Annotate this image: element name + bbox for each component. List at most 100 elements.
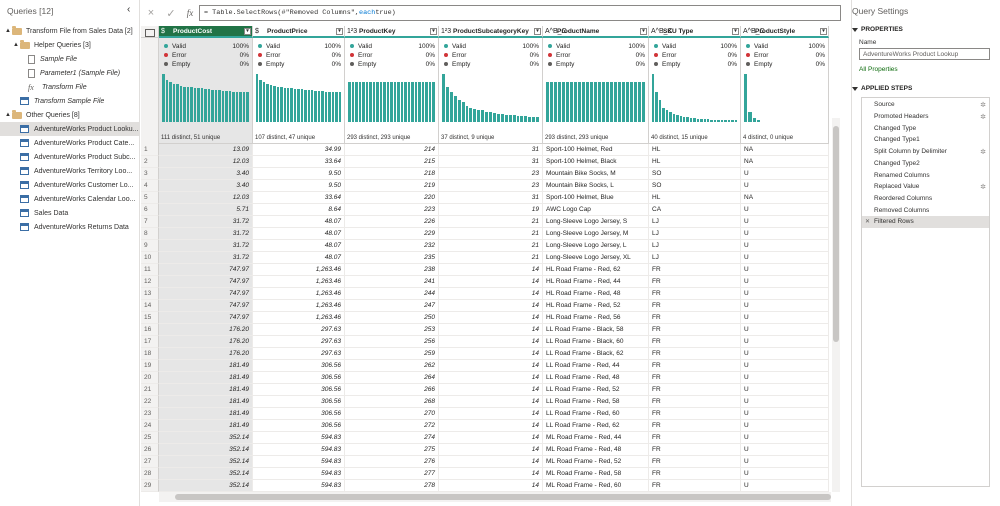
table-cell[interactable]: HL — [649, 156, 741, 168]
table-cell[interactable]: 14 — [439, 264, 543, 276]
row-number[interactable]: 12 — [141, 276, 159, 288]
table-cell[interactable]: 19 — [439, 204, 543, 216]
table-cell[interactable]: 352.14 — [159, 456, 253, 468]
table-cell[interactable]: Mountain Bike Socks, L — [543, 180, 649, 192]
table-cell[interactable]: LJ — [649, 228, 741, 240]
table-cell[interactable]: 1,263.46 — [253, 288, 345, 300]
table-cell[interactable]: 215 — [345, 156, 439, 168]
table-cell[interactable]: LJ — [649, 252, 741, 264]
table-cell[interactable]: 277 — [345, 468, 439, 480]
table-cell[interactable]: LJ — [649, 216, 741, 228]
table-cell[interactable]: 23 — [439, 168, 543, 180]
table-cell[interactable]: FR — [649, 432, 741, 444]
query-item[interactable]: AdventureWorks Returns Data — [0, 220, 139, 234]
table-cell[interactable]: LL Road Frame - Black, 62 — [543, 348, 649, 360]
row-number[interactable]: 27 — [141, 456, 159, 468]
table-row[interactable]: 24 181.49 306.56 272 14 LL Road Frame - Red, … — [141, 420, 829, 432]
table-row[interactable]: 10 31.72 48.07 235 21 Long-Sleeve Logo Jersey… — [141, 252, 829, 264]
table-cell[interactable]: 3.40 — [159, 180, 253, 192]
table-cell[interactable]: 31.72 — [159, 240, 253, 252]
table-cell[interactable]: 176.20 — [159, 336, 253, 348]
properties-header[interactable]: PROPERTIES — [852, 26, 903, 33]
table-cell[interactable]: U — [741, 324, 829, 336]
table-cell[interactable]: 306.56 — [253, 384, 345, 396]
filter-dropdown-icon[interactable]: ▾ — [820, 28, 827, 35]
filter-dropdown-icon[interactable]: ▾ — [244, 28, 251, 35]
table-row[interactable]: 29 352.14 594.83 278 14 ML Road Frame - Red, … — [141, 480, 829, 492]
table-row[interactable]: 15 747.97 1,263.46 250 14 HL Road Frame - Red… — [141, 312, 829, 324]
table-cell[interactable]: 747.97 — [159, 276, 253, 288]
row-number[interactable]: 9 — [141, 240, 159, 252]
table-cell[interactable]: 219 — [345, 180, 439, 192]
table-cell[interactable]: 21 — [439, 252, 543, 264]
table-cell[interactable]: 9.50 — [253, 168, 345, 180]
table-cell[interactable]: Long-Sleeve Logo Jersey, L — [543, 240, 649, 252]
table-cell[interactable]: 31 — [439, 192, 543, 204]
type-icon[interactable]: 1²3 — [347, 27, 358, 35]
applied-step[interactable]: ✕ Filtered Rows — [862, 216, 989, 228]
table-cell[interactable]: 48.07 — [253, 252, 345, 264]
table-cell[interactable]: 214 — [345, 144, 439, 156]
table-cell[interactable]: 270 — [345, 408, 439, 420]
cancel-formula-icon[interactable]: × — [147, 7, 155, 19]
table-cell[interactable]: U — [741, 216, 829, 228]
row-number[interactable]: 7 — [141, 216, 159, 228]
table-cell[interactable]: LL Road Frame - Red, 52 — [543, 384, 649, 396]
table-cell[interactable]: LJ — [649, 240, 741, 252]
table-cell[interactable]: ML Road Frame - Red, 60 — [543, 480, 649, 492]
table-row[interactable]: 1 13.09 34.99 214 31 Sport-100 Helmet, Red HL N… — [141, 144, 829, 156]
table-cell[interactable]: 259 — [345, 348, 439, 360]
table-row[interactable]: 6 5.71 8.64 223 19 AWC Logo Cap CA U — [141, 204, 829, 216]
table-cell[interactable]: 14 — [439, 312, 543, 324]
type-icon[interactable]: A^B_C — [743, 27, 765, 35]
table-cell[interactable]: FR — [649, 336, 741, 348]
table-cell[interactable]: 14 — [439, 324, 543, 336]
table-cell[interactable]: HL Road Frame - Red, 44 — [543, 276, 649, 288]
table-cell[interactable]: 297.63 — [253, 348, 345, 360]
collapse-queries-icon[interactable]: ‹ — [127, 4, 131, 15]
table-cell[interactable]: 262 — [345, 360, 439, 372]
table-cell[interactable]: 8.64 — [253, 204, 345, 216]
table-cell[interactable]: 14 — [439, 432, 543, 444]
table-cell[interactable]: 747.97 — [159, 288, 253, 300]
table-cell[interactable]: U — [741, 384, 829, 396]
row-number[interactable]: 23 — [141, 408, 159, 420]
table-cell[interactable]: 31.72 — [159, 216, 253, 228]
table-cell[interactable]: 306.56 — [253, 420, 345, 432]
table-cell[interactable]: FR — [649, 468, 741, 480]
applied-step[interactable]: Split Column by Delimiter ✲ — [862, 146, 989, 158]
table-cell[interactable]: FR — [649, 420, 741, 432]
table-row[interactable]: 14 747.97 1,263.46 247 14 HL Road Frame - Red… — [141, 300, 829, 312]
type-icon[interactable]: $ — [255, 27, 259, 35]
table-row[interactable]: 8 31.72 48.07 229 21 Long-Sleeve Logo Jersey,… — [141, 228, 829, 240]
table-cell[interactable]: Long-Sleeve Logo Jersey, XL — [543, 252, 649, 264]
table-cell[interactable]: 1,263.46 — [253, 312, 345, 324]
table-cell[interactable]: 297.63 — [253, 324, 345, 336]
type-icon[interactable]: $ — [161, 27, 165, 35]
commit-formula-icon[interactable]: ✓ — [166, 7, 176, 20]
row-number[interactable]: 14 — [141, 300, 159, 312]
table-cell[interactable]: 229 — [345, 228, 439, 240]
table-cell[interactable]: 241 — [345, 276, 439, 288]
table-cell[interactable]: LL Road Frame - Black, 58 — [543, 324, 649, 336]
table-cell[interactable]: U — [741, 348, 829, 360]
query-item[interactable]: AdventureWorks Product Subc... — [0, 150, 139, 164]
row-number[interactable]: 22 — [141, 396, 159, 408]
table-row[interactable]: 28 352.14 594.83 277 14 ML Road Frame - Red, … — [141, 468, 829, 480]
table-cell[interactable]: 48.07 — [253, 216, 345, 228]
type-icon[interactable]: A^B_C — [651, 27, 673, 35]
table-cell[interactable]: 14 — [439, 360, 543, 372]
table-cell[interactable]: LL Road Frame - Red, 62 — [543, 420, 649, 432]
gear-icon[interactable]: ✲ — [980, 101, 986, 109]
table-row[interactable]: 21 181.49 306.56 266 14 LL Road Frame - Red, … — [141, 384, 829, 396]
table-cell[interactable]: 33.64 — [253, 156, 345, 168]
row-number[interactable]: 10 — [141, 252, 159, 264]
table-cell[interactable]: 48.07 — [253, 228, 345, 240]
table-row[interactable]: 19 181.49 306.56 262 14 LL Road Frame - Red, … — [141, 360, 829, 372]
row-number[interactable]: 24 — [141, 420, 159, 432]
gear-icon[interactable]: ✲ — [980, 183, 986, 191]
type-icon[interactable]: 1²3 — [441, 27, 452, 35]
query-item[interactable]: Transform Sample File — [0, 94, 139, 108]
table-cell[interactable]: U — [741, 408, 829, 420]
fx-icon[interactable]: fx — [186, 8, 194, 18]
